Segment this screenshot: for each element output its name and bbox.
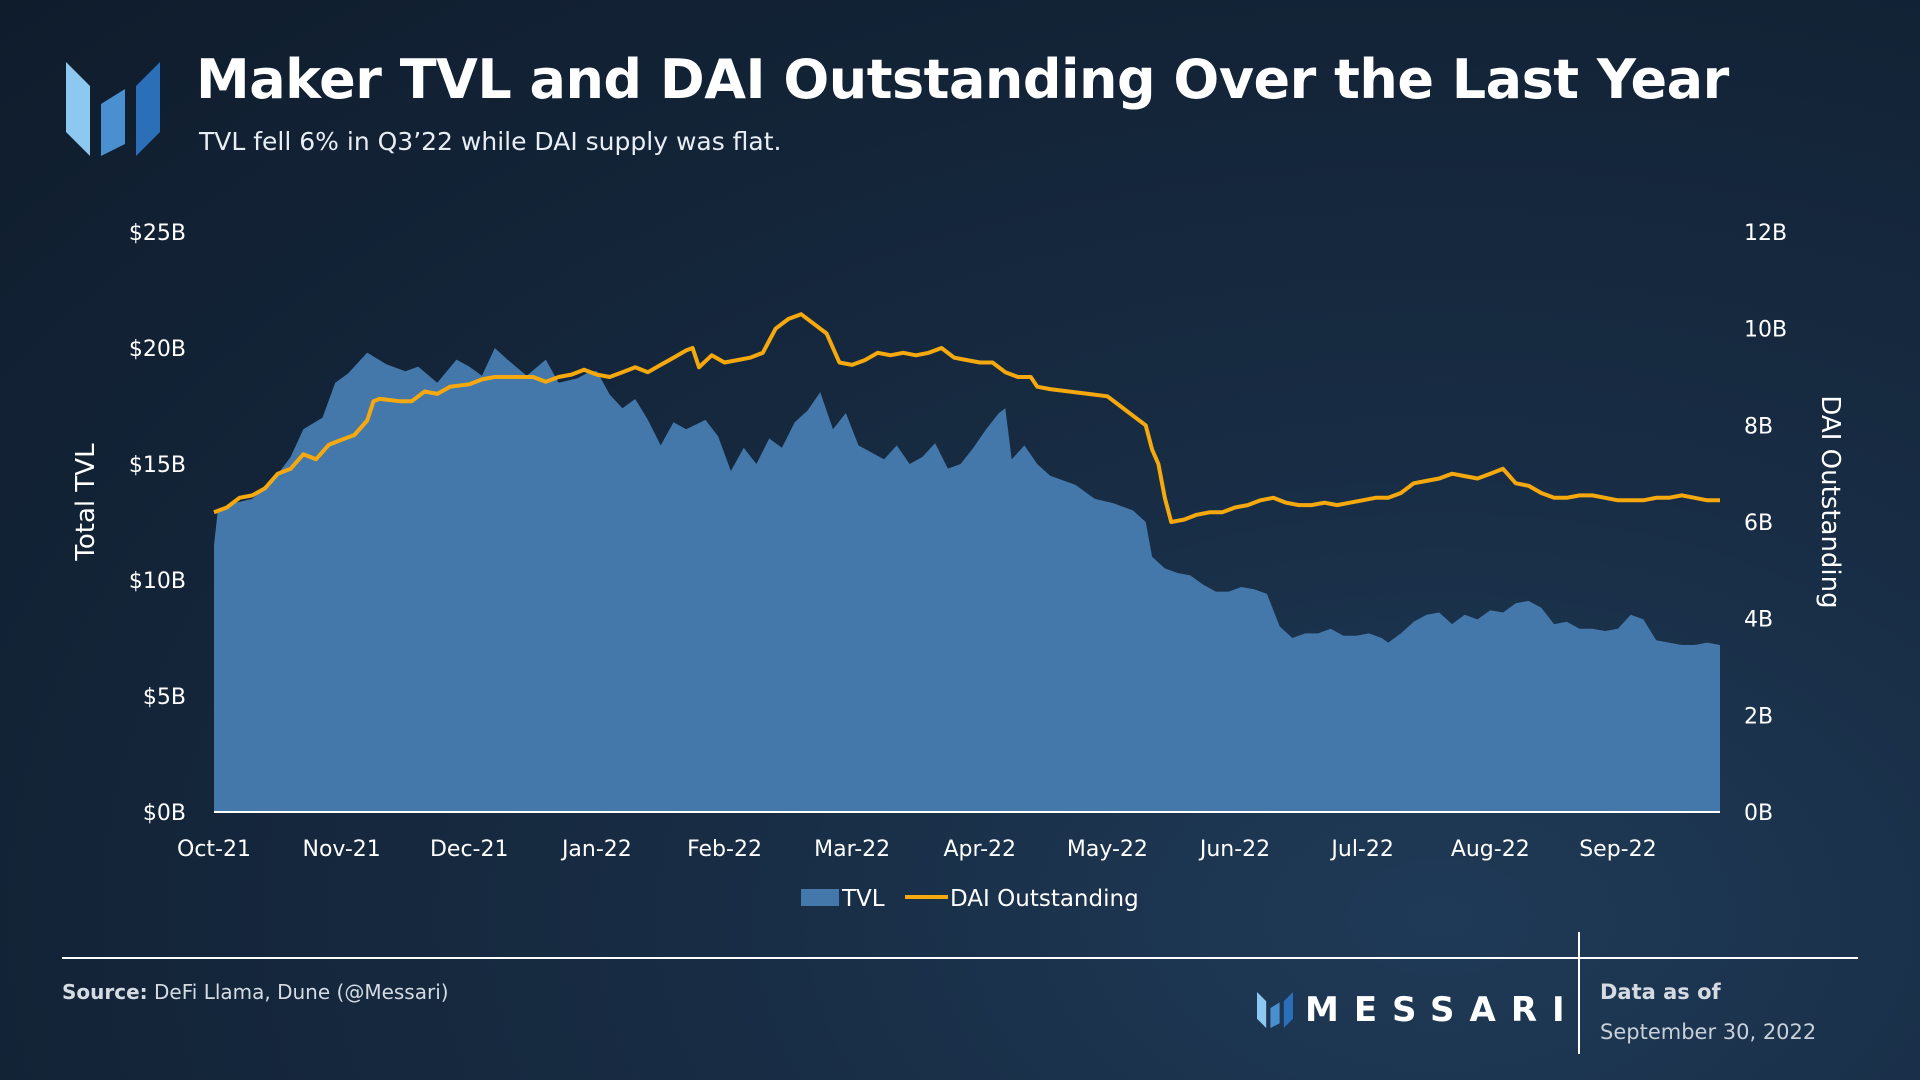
messari-logo-icon bbox=[66, 62, 160, 156]
y-left-axis-title: Total TVL bbox=[71, 443, 101, 562]
source-label: Source: bbox=[62, 980, 148, 1004]
y-left-tick-label: $10B bbox=[129, 569, 186, 594]
y-right-tick-label: 4B bbox=[1744, 608, 1773, 633]
y-right-tick-label: 0B bbox=[1744, 801, 1773, 826]
x-tick-label: May-22 bbox=[1067, 837, 1148, 862]
dai-outstanding-line bbox=[213, 312, 1720, 524]
y-left-tick-label: $0B bbox=[143, 801, 186, 826]
y-right-tick-label: 12B bbox=[1744, 221, 1787, 246]
x-tick-label: Feb-22 bbox=[687, 837, 762, 862]
chart-subtitle: TVL fell 6% in Q3’22 while DAI supply wa… bbox=[199, 127, 782, 156]
x-tick-label: Jul-22 bbox=[1329, 837, 1393, 862]
y-right-tick-label: 10B bbox=[1744, 318, 1787, 343]
footer-divider bbox=[62, 957, 1858, 959]
chart: $0B $5B $10B $15B $20B $25B 0B 2B 4B 6B 8B 10B 12B Oc… bbox=[71, 221, 1845, 912]
legend-tvl-swatch bbox=[801, 889, 839, 906]
x-tick-label: Dec-21 bbox=[430, 837, 509, 862]
y-right-tick-label: 6B bbox=[1744, 511, 1773, 536]
x-tick-label: Aug-22 bbox=[1451, 837, 1530, 862]
y-left-tick-label: $5B bbox=[143, 685, 186, 710]
x-tick-label: Jan-22 bbox=[560, 837, 632, 862]
y-left-tick-label: $25B bbox=[129, 221, 186, 246]
y-right-tick-label: 8B bbox=[1744, 414, 1773, 439]
y-right-tick-label: 2B bbox=[1744, 704, 1773, 729]
source-note: Source: DeFi Llama, Dune (@Messari) bbox=[62, 980, 449, 1004]
messari-mark-icon bbox=[1257, 992, 1293, 1028]
logo-bar-left bbox=[66, 62, 90, 156]
x-tick-label: Sep-22 bbox=[1579, 837, 1656, 862]
y-right-axis-title: DAI Outstanding bbox=[1815, 395, 1845, 608]
x-tick-label: Jun-22 bbox=[1198, 837, 1270, 862]
tvl-area bbox=[214, 348, 1720, 812]
logo-bar-middle bbox=[101, 89, 125, 156]
y-left-tick-label: $20B bbox=[129, 337, 186, 362]
legend-dai-label: DAI Outstanding bbox=[950, 886, 1139, 912]
brand-name: MESSARI bbox=[1305, 990, 1580, 1030]
legend-tvl-label: TVL bbox=[841, 886, 885, 912]
x-tick-label: Oct-21 bbox=[177, 837, 251, 862]
footer-vertical-divider bbox=[1578, 932, 1580, 1054]
as-of-label: Data as of bbox=[1600, 980, 1721, 1004]
source-text: DeFi Llama, Dune (@Messari) bbox=[154, 980, 449, 1004]
messari-brand: MESSARI bbox=[1257, 990, 1580, 1030]
x-tick-label: Nov-21 bbox=[302, 837, 380, 862]
y-left-tick-label: $15B bbox=[129, 453, 186, 478]
chart-title: Maker TVL and DAI Outstanding Over the L… bbox=[196, 48, 1729, 111]
x-tick-label: Mar-22 bbox=[814, 837, 890, 862]
x-tick-label: Apr-22 bbox=[943, 837, 1016, 862]
as-of-date: September 30, 2022 bbox=[1600, 1020, 1817, 1044]
logo-bar-right bbox=[136, 62, 160, 156]
